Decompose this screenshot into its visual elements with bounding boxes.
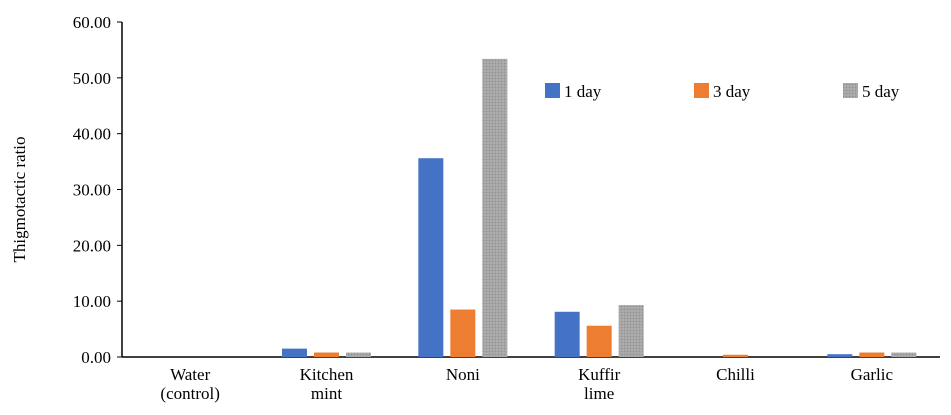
x-tick-label: lime xyxy=(584,384,614,403)
x-tick-label: mint xyxy=(311,384,342,403)
x-tick-label: Noni xyxy=(446,365,480,384)
bar-3-day-4 xyxy=(723,354,748,357)
bar-3-day-3 xyxy=(586,325,612,357)
bar-3-day-5 xyxy=(859,352,885,357)
legend-swatch-5-day xyxy=(843,83,858,98)
y-tick-label: 60.00 xyxy=(73,13,111,32)
bar-3-day-2 xyxy=(450,309,476,357)
y-tick-label: 50.00 xyxy=(73,69,111,88)
y-axis-title: Thigmotactic ratio xyxy=(10,136,29,262)
bar-1-day-2 xyxy=(418,158,444,357)
x-tick-label: Water xyxy=(170,365,210,384)
bar-3-day-1 xyxy=(314,352,339,357)
y-tick-label: 0.00 xyxy=(81,348,111,367)
y-tick-label: 10.00 xyxy=(73,292,111,311)
x-tick-label: (control) xyxy=(160,384,219,403)
legend-label-5-day: 5 day xyxy=(862,82,900,101)
y-tick-label: 20.00 xyxy=(73,236,111,255)
x-tick-label: Garlic xyxy=(851,365,894,384)
bar-5-day-3 xyxy=(618,305,644,357)
bar-1-day-5 xyxy=(827,354,853,357)
legend-label-1-day: 1 day xyxy=(564,82,602,101)
bar-5-day-2 xyxy=(482,58,508,357)
bar-5-day-5 xyxy=(891,352,917,357)
x-tick-label: Chilli xyxy=(716,365,755,384)
y-tick-label: 30.00 xyxy=(73,181,111,200)
legend-swatch-3-day xyxy=(694,83,709,98)
x-tick-label: Kuffir xyxy=(578,365,621,384)
bar-1-day-1 xyxy=(282,348,307,357)
y-tick-label: 40.00 xyxy=(73,125,111,144)
x-tick-label: Kitchen xyxy=(300,365,354,384)
bar-5-day-1 xyxy=(346,352,371,357)
legend-label-3-day: 3 day xyxy=(713,82,751,101)
bar-1-day-3 xyxy=(554,311,580,357)
legend-swatch-1-day xyxy=(545,83,560,98)
